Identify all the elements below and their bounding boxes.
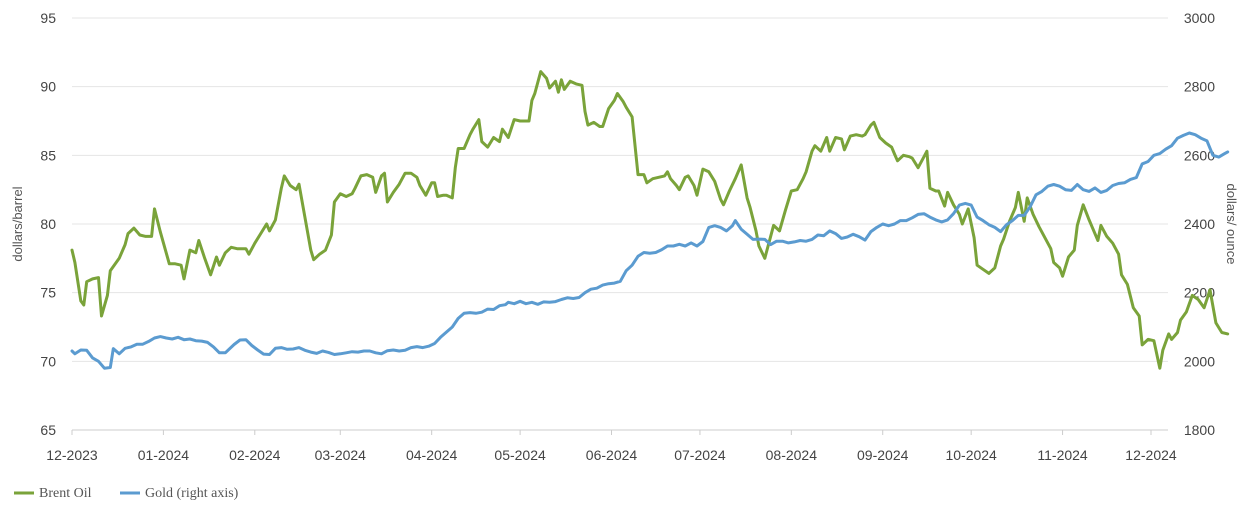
left-tick-label: 80 [40, 216, 56, 232]
x-tick-label: 04-2024 [406, 447, 458, 463]
right-tick-label: 2400 [1184, 216, 1215, 232]
x-tick-label: 03-2024 [315, 447, 367, 463]
series-lines [70, 70, 1230, 370]
legend: Brent Oil Gold (right axis) [14, 486, 239, 501]
left-tick-label: 75 [40, 285, 56, 301]
right-tick-label: 2000 [1184, 353, 1215, 369]
x-tick-label: 06-2024 [586, 447, 638, 463]
x-tick-label: 10-2024 [945, 447, 997, 463]
x-tick-label: 01-2024 [138, 447, 190, 463]
left-tick-label: 65 [40, 422, 56, 438]
left-tick-label: 85 [40, 147, 56, 163]
legend-label-gold: Gold (right axis) [145, 486, 239, 501]
grid-lines [72, 17, 1168, 362]
x-tick-label: 12-2024 [1125, 447, 1177, 463]
left-tick-label: 90 [40, 79, 56, 95]
left-tick-label: 95 [40, 10, 56, 26]
left-axis-title: dollars/barrel [10, 186, 25, 261]
x-axis-ticks: 12-2023 01-2024 02-2024 03-2024 04-2024 05-20… [46, 430, 1177, 463]
x-tick-label: 11-2024 [1037, 447, 1088, 463]
right-tick-label: 3000 [1184, 10, 1215, 26]
x-tick-label: 05-2024 [494, 447, 546, 463]
right-axis-title: dollars/ ounce [1224, 184, 1239, 265]
x-tick-label: 02-2024 [229, 447, 281, 463]
right-tick-label: 2600 [1184, 147, 1215, 163]
x-tick-label: 09-2024 [857, 447, 909, 463]
legend-label-brent-oil: Brent Oil [39, 486, 92, 501]
left-axis-ticks: 65 70 75 80 85 90 95 [40, 10, 56, 438]
series-line-gold [70, 131, 1230, 370]
right-tick-label: 1800 [1184, 422, 1215, 438]
x-tick-label: 08-2024 [766, 447, 818, 463]
series-line-brent-oil [70, 70, 1230, 370]
x-tick-label: 07-2024 [674, 447, 726, 463]
left-tick-label: 70 [40, 353, 56, 369]
right-tick-label: 2800 [1184, 79, 1215, 95]
x-tick-label: 12-2023 [46, 447, 98, 463]
